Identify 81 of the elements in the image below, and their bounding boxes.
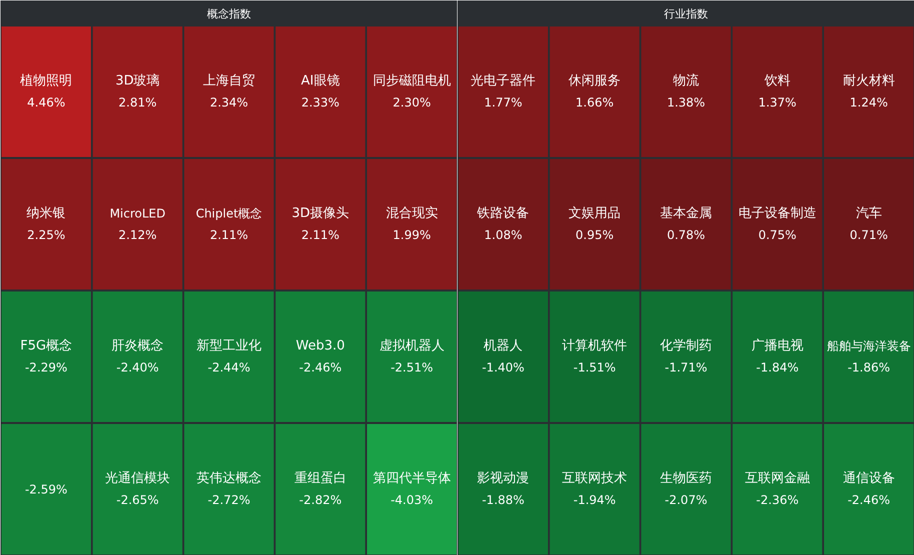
data-label: 0.78% [666,228,706,242]
category-label: 混合现实 [386,206,438,222]
category-label: 物流 [673,72,699,89]
category-label: 影视动漫 [477,471,530,486]
category-label: 新型工业化 [196,338,262,354]
text: 概念指数 [207,8,251,20]
category-label: 互联网金融 [744,471,810,486]
data-label: -2.40% [116,360,159,374]
data-label: -2.46% [848,492,890,507]
data-label: -1.94% [573,492,616,507]
data-label: 1.77% [484,95,522,110]
category-label: F5G概念 [20,338,72,354]
category-label: 纳米银 [26,206,66,222]
data-label: 1.08% [484,228,522,242]
data-label: -1.84% [756,360,799,374]
text: 行业指数 [664,8,708,20]
category-label: 第四代半导体 [372,471,451,486]
data-label: -4.03% [390,492,434,507]
category-label: 上海自贸 [203,74,255,89]
data-label: 2.81% [118,95,157,110]
data-label: 2.11% [210,228,248,242]
category-label: 3D玻璃 [115,74,160,89]
category-label: 化学制药 [660,338,712,354]
data-label: 2.30% [392,95,431,110]
data-label: -1.40% [482,360,524,374]
category-label: MicroLED [110,206,166,221]
data-label: -2.82% [299,492,342,507]
data-label: 2.11% [301,228,340,242]
data-label: 1.99% [392,228,431,242]
data-label: 1.24% [850,95,888,110]
data-label: -2.07% [664,492,708,507]
category-label: 铁路设备 [476,206,530,222]
category-label: 光通信模块 [105,471,170,486]
data-label: 1.66% [576,95,614,110]
data-label: -2.36% [756,492,799,507]
data-label: -2.59% [24,482,68,496]
category-label: 同步磁阻电机 [372,74,451,89]
data-label: -1.86% [848,360,890,374]
data-label: 1.37% [758,95,796,110]
data-label: 2.12% [118,228,157,242]
data-label: 2.33% [301,95,340,110]
category-label: 电子设备制造 [738,206,816,222]
data-label: 2.34% [210,95,248,110]
data-label: -1.51% [573,360,616,374]
category-label: AI眼镜 [301,74,340,89]
category-label: 广播电视 [751,338,804,354]
data-label: 2.25% [27,228,66,242]
category-label: 船舶与海洋装备 [826,339,911,354]
category-label: Web3.0 [296,338,345,354]
category-label: 基本金属 [660,206,712,222]
data-label: -2.72% [208,492,250,507]
category-label: 文娱用品 [568,206,621,222]
category-label: 肝炎概念 [112,338,164,354]
data-label: -2.65% [116,492,159,507]
category-label: 休闲服务 [568,74,621,89]
category-label: 生物医药 [660,471,712,486]
category-label: 光电子器件 [470,74,536,89]
data-label: 4.46% [27,95,66,110]
data-label: -1.88% [482,492,524,507]
category-label: 计算机软件 [562,338,628,354]
category-label: 虚拟机器人 [379,338,444,354]
data-label: -2.44% [208,360,250,374]
category-label: 耐火材料 [842,74,895,89]
data-label: 1.38% [666,95,706,110]
category-label: 汽车 [856,206,882,222]
data-label: -2.29% [24,360,68,374]
data-label: -1.71% [664,360,708,374]
category-label: 英伟达概念 [196,471,262,486]
data-label: 0.75% [758,228,796,242]
data-label: -2.51% [390,360,434,374]
category-label: 饮料 [763,74,790,89]
data-label: 0.95% [576,228,614,242]
category-label: 互联网技术 [562,471,628,486]
category-label: 3D摄像头 [292,206,350,222]
category-label: 机器人 [484,338,523,354]
category-label: Chiplet概念 [196,206,262,221]
category-label: 植物照明 [20,74,72,89]
category-label: 通信设备 [842,471,895,486]
category-label: 重组蛋白 [294,471,346,486]
data-label: -2.46% [299,360,342,374]
data-label: 0.71% [850,228,888,242]
